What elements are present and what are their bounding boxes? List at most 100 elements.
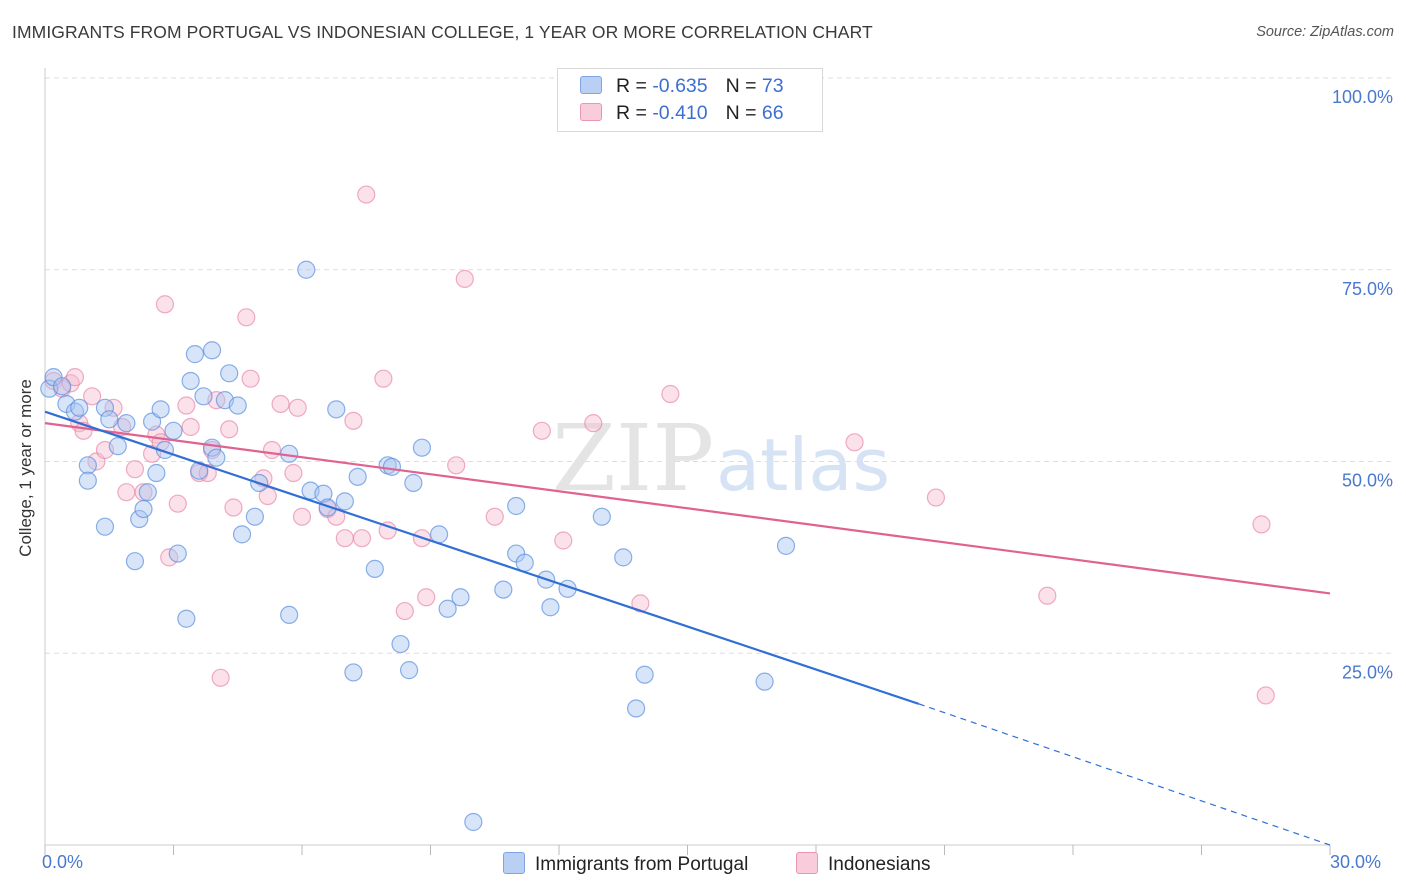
trend-line-portugal-extrapolated — [918, 703, 1331, 846]
y-tick-label: 25.0% — [1342, 662, 1393, 682]
data-point-portugal — [382, 457, 402, 476]
legend-r-label: R = — [616, 75, 653, 97]
data-point-portugal — [78, 456, 97, 475]
data-point-indonesians — [271, 394, 290, 414]
data-point-indonesians — [926, 488, 946, 507]
trend-line-portugal — [44, 410, 920, 705]
data-point-portugal — [592, 507, 611, 526]
legend-n-value: 73 — [761, 75, 784, 97]
trend-lines — [44, 410, 1331, 846]
data-point-indonesians — [220, 420, 239, 439]
data-point-portugal — [245, 507, 264, 526]
data-point-indonesians — [160, 548, 179, 567]
legend-swatch-pink — [580, 103, 602, 121]
data-point-indonesians — [1256, 686, 1275, 705]
data-point-portugal — [464, 812, 483, 832]
bottom-legend-portugal: Immigrants from Portugal — [503, 852, 748, 876]
legend-label-portugal: Immigrants from Portugal — [535, 854, 749, 875]
data-point-portugal — [185, 345, 205, 364]
data-point-indonesians — [335, 529, 354, 548]
data-point-indonesians — [284, 463, 303, 483]
data-point-portugal — [280, 605, 299, 625]
data-point-portugal — [220, 364, 239, 383]
data-point-indonesians — [417, 588, 436, 607]
data-point-indonesians — [584, 414, 603, 433]
legend-r-value: -0.410 — [652, 102, 708, 124]
data-point-portugal — [314, 484, 333, 503]
x-tick-label-max: 30.0% — [1330, 852, 1382, 872]
data-point-indonesians — [224, 498, 243, 517]
data-point-portugal — [541, 598, 560, 617]
x-tick-label-min: 0.0% — [42, 852, 84, 872]
legend-r-value: -0.635 — [652, 75, 708, 97]
data-point-indonesians — [344, 411, 363, 430]
bottom-legend-indonesians: Indonesians — [796, 852, 930, 876]
data-point-portugal — [194, 387, 213, 406]
data-point-portugal — [207, 448, 226, 467]
legend-r-label: R = — [616, 102, 653, 124]
data-point-indonesians — [177, 396, 196, 415]
data-point-portugal — [95, 517, 115, 536]
axes — [44, 68, 1331, 855]
data-point-indonesians — [211, 668, 230, 687]
data-point-portugal — [318, 498, 337, 517]
data-point-portugal — [168, 544, 187, 563]
series-indonesians — [44, 185, 1275, 705]
data-point-indonesians — [532, 421, 551, 440]
data-point-portugal — [755, 672, 774, 691]
y-tick-label: 100.0% — [1332, 87, 1393, 107]
data-point-portugal — [202, 341, 222, 360]
data-point-indonesians — [395, 601, 414, 621]
data-point-indonesians — [125, 460, 145, 479]
legend-label-indonesians: Indonesians — [828, 854, 931, 875]
data-point-portugal — [515, 553, 534, 572]
data-point-portugal — [507, 496, 526, 516]
data-point-portugal — [614, 548, 633, 567]
legend-n-label: N = — [725, 102, 762, 124]
data-point-portugal — [438, 599, 457, 618]
data-point-indonesians — [155, 295, 175, 314]
legend-n-value: 66 — [761, 102, 784, 124]
data-point-portugal — [70, 398, 89, 417]
data-point-portugal — [404, 473, 423, 493]
data-point-portugal — [344, 663, 363, 682]
data-point-indonesians — [262, 440, 282, 460]
watermark-atlas: atlas — [716, 423, 890, 507]
data-point-indonesians — [117, 483, 136, 502]
data-point-indonesians — [1252, 515, 1271, 534]
data-point-indonesians — [83, 387, 102, 406]
data-point-portugal — [451, 588, 470, 607]
data-point-portugal — [202, 438, 222, 457]
data-point-portugal — [327, 400, 346, 419]
data-point-portugal — [228, 396, 247, 415]
data-point-indonesians — [237, 308, 256, 327]
data-point-indonesians — [661, 384, 680, 404]
chart-source: Source: ZipAtlas.com — [1256, 24, 1394, 40]
data-point-portugal — [399, 661, 419, 680]
data-point-portugal — [412, 438, 432, 457]
data-point-indonesians — [241, 369, 260, 388]
series-immigrants-from-portugal — [40, 260, 796, 832]
data-point-portugal — [138, 483, 157, 502]
grid-lines — [45, 77, 1393, 654]
data-point-portugal — [125, 552, 145, 571]
data-point-portugal — [391, 634, 410, 654]
legend-swatch-blue — [580, 76, 602, 94]
data-point-indonesians — [181, 417, 200, 437]
data-point-portugal — [776, 536, 796, 555]
data-point-indonesians — [258, 486, 277, 506]
data-point-indonesians — [554, 531, 573, 550]
legend-row-portugal: R = -0.635 N = 73 — [580, 75, 784, 98]
y-tick-label: 50.0% — [1342, 471, 1393, 491]
data-point-portugal — [78, 471, 97, 490]
data-point-indonesians — [352, 529, 372, 548]
data-point-indonesians — [374, 369, 393, 388]
data-point-portugal — [151, 400, 170, 419]
y-tick-label: 75.0% — [1342, 279, 1393, 299]
data-point-portugal — [142, 412, 162, 431]
data-point-portugal — [494, 580, 513, 599]
data-point-portugal — [365, 559, 384, 578]
data-point-portugal — [181, 371, 200, 391]
data-point-portugal — [108, 437, 127, 456]
correlation-legend: R = -0.635 N = 73 R = -0.410 N = 66 — [557, 68, 823, 132]
